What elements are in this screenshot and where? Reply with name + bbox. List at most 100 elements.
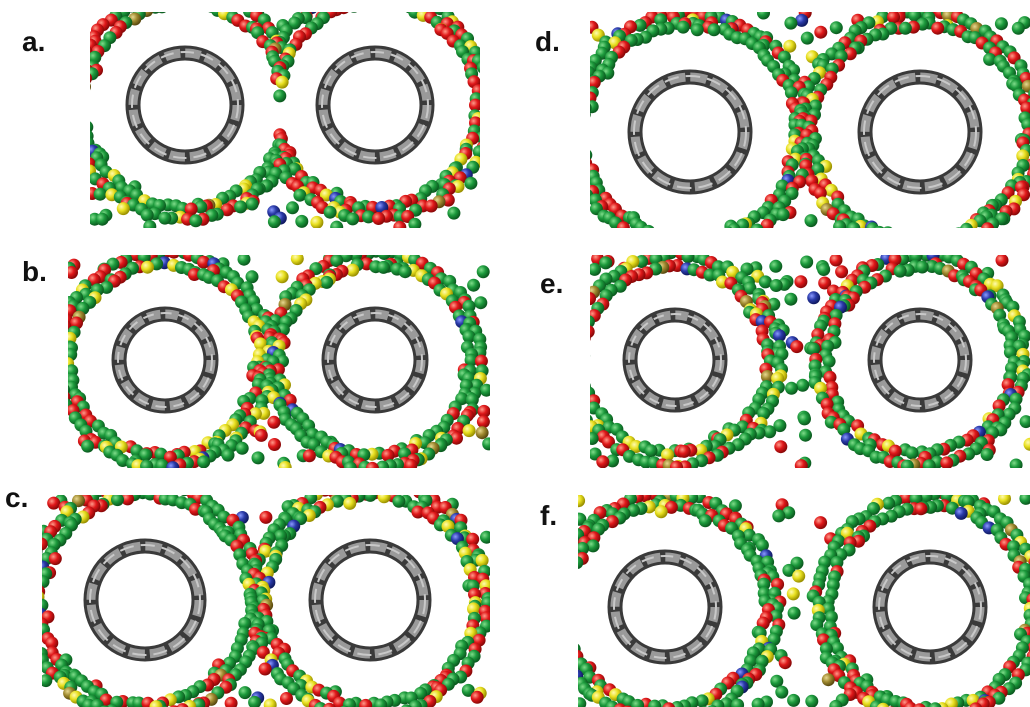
particle xyxy=(140,477,153,490)
particle xyxy=(476,426,489,439)
particle xyxy=(81,440,94,453)
particle xyxy=(561,586,574,599)
tube-ring xyxy=(316,546,424,654)
particle xyxy=(559,626,572,639)
particle xyxy=(143,220,156,233)
particle xyxy=(573,697,586,707)
particle xyxy=(394,0,407,10)
particle xyxy=(642,225,655,238)
particle xyxy=(412,0,425,8)
particle xyxy=(814,26,827,39)
particle xyxy=(556,610,569,623)
particle xyxy=(562,121,575,134)
tube-ring-shine xyxy=(132,52,238,158)
tube-ring-shine xyxy=(874,314,966,406)
particle xyxy=(951,237,964,250)
particle xyxy=(320,276,333,289)
particle xyxy=(259,511,272,524)
particle xyxy=(239,0,252,13)
particle xyxy=(739,230,752,243)
particle xyxy=(787,694,800,707)
particle xyxy=(629,234,642,247)
particle xyxy=(566,534,579,547)
particle xyxy=(922,243,935,256)
panel xyxy=(20,475,494,707)
tube-ring xyxy=(865,77,975,187)
panel-label: a. xyxy=(22,26,45,58)
particle xyxy=(889,241,902,254)
particle xyxy=(480,531,493,544)
particle xyxy=(231,0,244,9)
particle xyxy=(149,475,162,488)
particle xyxy=(364,489,377,502)
particle xyxy=(69,64,82,77)
particle xyxy=(567,137,580,150)
particle xyxy=(790,340,803,353)
particle xyxy=(969,233,982,246)
particle xyxy=(577,298,590,311)
particle xyxy=(78,80,91,93)
particle xyxy=(76,152,89,165)
particle xyxy=(774,440,787,453)
particle xyxy=(550,581,563,594)
tube-ring xyxy=(119,314,211,406)
tube-ring-shine xyxy=(629,314,721,406)
particle xyxy=(477,61,490,74)
particle xyxy=(568,319,581,332)
particle xyxy=(561,619,574,632)
particle xyxy=(801,32,814,45)
particle xyxy=(574,358,587,371)
particle xyxy=(195,0,208,10)
panel xyxy=(543,486,1030,707)
particle xyxy=(907,244,920,257)
particle xyxy=(268,438,281,451)
particle xyxy=(463,424,476,437)
particle xyxy=(279,461,292,474)
tube-ring xyxy=(323,53,427,157)
particle xyxy=(124,477,137,490)
particle xyxy=(697,234,710,247)
particle xyxy=(189,0,202,8)
particle xyxy=(319,0,332,7)
particle xyxy=(372,478,385,491)
particle xyxy=(1010,459,1023,472)
particle xyxy=(303,449,316,462)
particle xyxy=(981,448,994,461)
particle xyxy=(189,214,202,227)
particle xyxy=(576,363,589,376)
particle xyxy=(132,0,145,10)
particle xyxy=(239,686,252,699)
particle xyxy=(976,229,989,242)
particle xyxy=(923,459,936,472)
particle xyxy=(800,256,813,269)
particle xyxy=(873,237,886,250)
particle xyxy=(566,129,579,142)
particle xyxy=(787,587,800,600)
particle xyxy=(699,514,712,527)
particle xyxy=(562,541,575,554)
tube-ring xyxy=(329,314,421,406)
particle xyxy=(556,548,569,561)
particle xyxy=(125,0,138,13)
particle xyxy=(369,0,382,11)
particle xyxy=(225,697,238,707)
particle xyxy=(577,132,590,145)
particle xyxy=(833,220,846,233)
particle xyxy=(564,662,577,675)
particle xyxy=(64,104,77,117)
particle xyxy=(563,572,576,585)
particle xyxy=(665,230,678,243)
particle xyxy=(691,23,704,36)
particle xyxy=(547,595,560,608)
particle xyxy=(403,1,416,14)
particle xyxy=(683,231,696,244)
particle xyxy=(569,151,582,164)
particle xyxy=(327,0,340,8)
particle xyxy=(805,695,818,707)
particle xyxy=(670,461,683,474)
particle xyxy=(915,242,928,255)
particle xyxy=(655,505,668,518)
particle xyxy=(39,674,52,687)
tube-ring xyxy=(615,557,715,657)
tube-ring xyxy=(133,53,237,157)
